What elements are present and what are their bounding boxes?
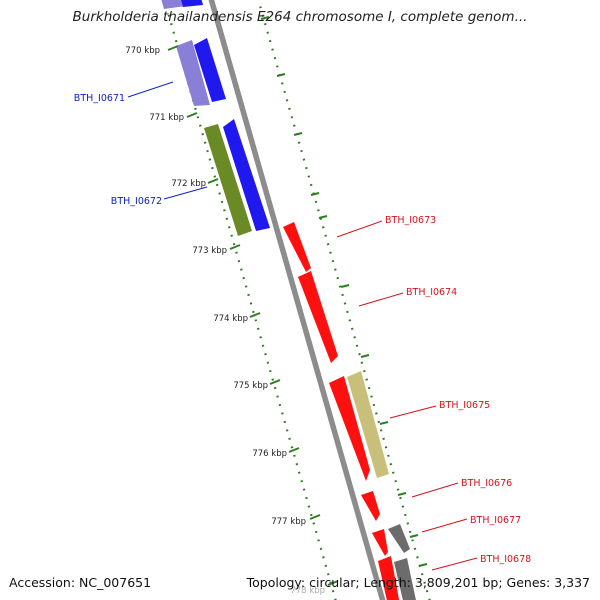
gene-arrow-BTH_I0678-red[interactable]: [378, 556, 400, 600]
gene-arrow-BTH_I0675-red[interactable]: [329, 376, 370, 481]
outer-tick: [318, 215, 328, 219]
gene-label-reverse[interactable]: BTH_I0678: [480, 554, 531, 565]
callout-line: [127, 81, 174, 98]
ruler: 770 kbp 771 kbp 772 kbp 773 kbp 774 kbp …: [125, 45, 339, 596]
ruler-tick: [327, 580, 339, 586]
gene-arrow-BTH_I0674[interactable]: [298, 271, 338, 363]
ruler-label: 772 kbp: [171, 179, 206, 189]
gene-label-forward[interactable]: BTH_I0671: [74, 93, 125, 104]
gene-arrow-BTH_I0677[interactable]: [372, 529, 388, 556]
ruler-label: 773 kbp: [192, 246, 227, 256]
callout-line: [389, 405, 437, 419]
outer-tick: [340, 284, 350, 288]
outer-tick: [260, 16, 270, 20]
gene-arrow-BTH_I0673[interactable]: [283, 222, 311, 272]
ruler-tick: [186, 112, 198, 118]
gene-label-reverse[interactable]: BTH_I0675: [439, 400, 490, 411]
gene-arrow-BTH_I0675-khaki[interactable]: [347, 371, 389, 478]
outer-tick: [409, 534, 419, 538]
gene-arrow-BTH_I0678-gray[interactable]: [394, 558, 417, 600]
gene-label-reverse[interactable]: BTH_I0673: [385, 215, 436, 226]
ruler-tick: [288, 447, 300, 453]
topology-text: Topology: circular; Length: 3,809,201 bp…: [246, 575, 590, 590]
callout-line: [336, 220, 383, 238]
gene-arrow-BTH_I0677-gray[interactable]: [388, 524, 410, 553]
outer-tick: [310, 192, 320, 196]
ruler-tick: [167, 45, 179, 51]
outer-tick: [360, 354, 370, 358]
callout-line: [358, 292, 404, 307]
gene-arrow-BTH_I0672-olive[interactable]: [204, 124, 252, 236]
gene-arrow-BTH_I0671-blue[interactable]: [194, 38, 226, 102]
gene-label-reverse[interactable]: BTH_I0676: [461, 478, 512, 489]
ruler-tick: [207, 178, 219, 184]
ruler-label: 778 kbp: [290, 586, 325, 596]
ruler-label: 776 kbp: [252, 449, 287, 459]
outer-dotted-track: [257, 0, 431, 600]
gene-arrow-BTH_I0672-blue[interactable]: [223, 119, 270, 231]
outer-tick: [397, 492, 407, 496]
gene-label-reverse[interactable]: BTH_I0677: [470, 515, 521, 526]
callout-line: [163, 186, 208, 200]
ruler-tick: [269, 379, 281, 385]
map-title: Burkholderia thailandensis E264 chromoso…: [72, 9, 528, 25]
gene-arrow-upstream-lavender[interactable]: [156, 0, 186, 9]
ruler-label: 774 kbp: [213, 314, 248, 324]
forward-genes: [156, 0, 270, 236]
outer-tick: [379, 421, 389, 425]
gene-arrow-BTH_I0676[interactable]: [361, 491, 380, 521]
gene-arrow-upstream-blue[interactable]: [176, 0, 203, 7]
callout-line: [421, 518, 468, 533]
ruler-label: 777 kbp: [271, 517, 306, 527]
ruler-tick: [249, 312, 261, 318]
gene-label-forward[interactable]: BTH_I0672: [111, 196, 162, 207]
ruler-label: 771 kbp: [149, 113, 184, 123]
outer-tick: [418, 563, 428, 567]
outer-tick: [276, 73, 286, 77]
gene-labels: BTH_I0671 BTH_I0672 BTH_I0673 BTH_I0674 …: [74, 81, 531, 571]
reverse-genes: [283, 222, 417, 600]
callout-line: [411, 482, 459, 498]
accession-text: Accession: NC_007651: [9, 575, 152, 590]
gene-label-reverse[interactable]: BTH_I0674: [406, 287, 457, 298]
gene-arrow-BTH_I0671-lavender[interactable]: [176, 40, 210, 106]
outer-tick: [293, 132, 303, 136]
outer-track-ticks: [260, 16, 428, 567]
callout-line: [431, 557, 478, 571]
genome-backbone: [208, 0, 386, 600]
ruler-label: 770 kbp: [125, 46, 160, 56]
ruler-tick: [229, 244, 241, 250]
ruler-tick: [309, 514, 321, 520]
ruler-label: 775 kbp: [233, 381, 268, 391]
